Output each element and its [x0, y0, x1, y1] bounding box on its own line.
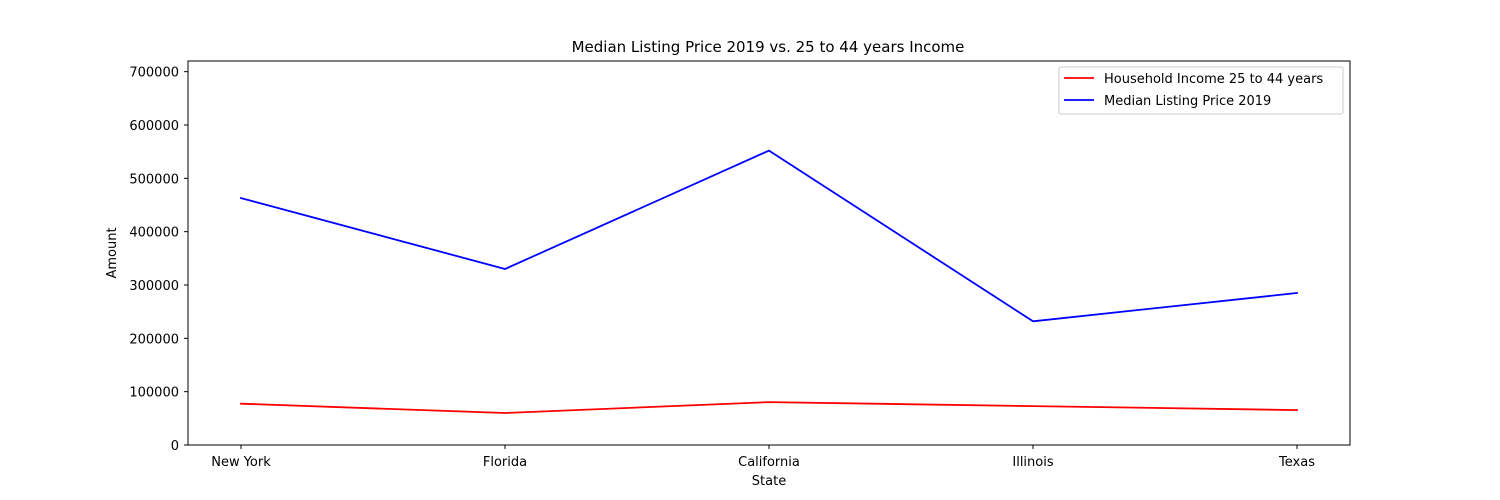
legend-box: [1058, 66, 1344, 115]
y-tick-label: 600000: [129, 119, 179, 134]
y-axis-label: Amount: [105, 227, 120, 278]
plot-area-frame: [187, 60, 1351, 446]
legend-label: Median Listing Price 2019: [1104, 94, 1271, 109]
x-tick-label: Florida: [483, 455, 527, 470]
legend-items: Household Income 25 to 44 years Median Li…: [1064, 72, 1323, 109]
y-tick-label: 100000: [129, 386, 179, 401]
legend: Household Income 25 to 44 years Median Li…: [1058, 66, 1344, 115]
series-lines: [239, 149, 1298, 414]
series-line-1: [239, 149, 1298, 323]
legend-label: Household Income 25 to 44 years: [1104, 72, 1323, 87]
y-tick-label: 200000: [129, 332, 179, 347]
x-tick-label: Texas: [1278, 455, 1315, 470]
y-tick-label: 0: [171, 439, 179, 454]
x-axis: New York Florida California Illinois Texas: [211, 445, 1315, 470]
series-line-0: [240, 401, 1298, 414]
y-tick-label: 500000: [129, 172, 179, 187]
y-tick-label: 700000: [129, 66, 179, 81]
x-tick-label: Illinois: [1012, 455, 1053, 470]
y-tick-label: 400000: [129, 226, 179, 241]
x-tick-label: New York: [211, 455, 271, 470]
y-tick-label: 300000: [129, 279, 179, 294]
x-axis-label: State: [752, 474, 786, 489]
y-axis: 0 100000 200000 300000 400000 500000 600000 700…: [129, 66, 188, 454]
x-tick-label: California: [738, 455, 800, 470]
chart-title: Median Listing Price 2019 vs. 25 to 44 y…: [572, 38, 965, 56]
